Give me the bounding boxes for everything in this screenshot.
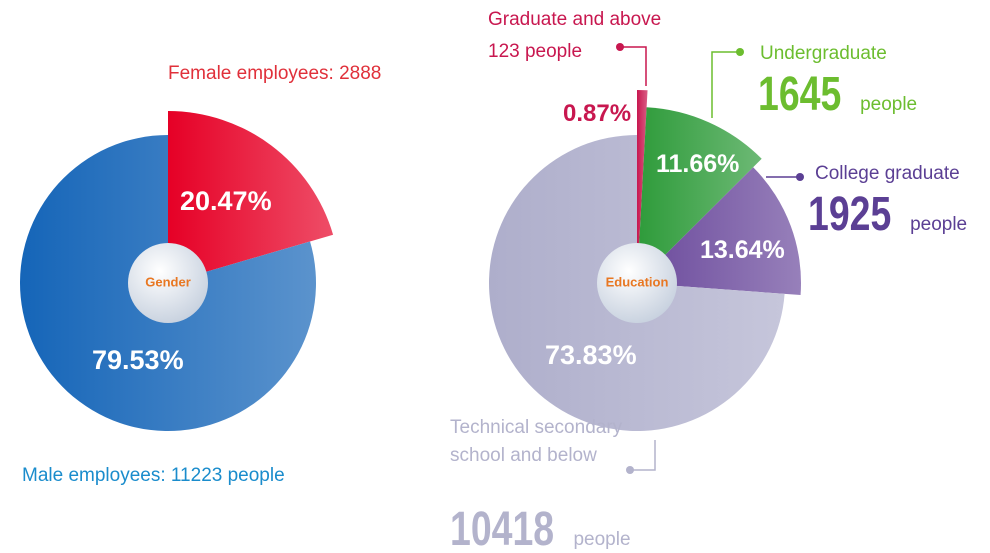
value-label: 79.53% bbox=[92, 345, 184, 375]
slice-label: Undergraduate bbox=[760, 43, 887, 64]
value-label: 20.47% bbox=[180, 186, 272, 216]
pie-slice bbox=[637, 167, 801, 296]
value-label: 0.87% bbox=[563, 100, 632, 127]
value-label: 13.64% bbox=[700, 236, 785, 264]
count-line: 1645 people bbox=[758, 70, 917, 130]
count: 10418 bbox=[450, 503, 555, 553]
leader-line bbox=[620, 46, 647, 86]
unit: people bbox=[573, 529, 631, 550]
pie-slice bbox=[168, 111, 334, 283]
count: 1925 bbox=[808, 188, 892, 241]
value-label: 11.66% bbox=[656, 150, 740, 178]
slice-label: Technical secondary school and below bbox=[450, 417, 623, 466]
pie-slice bbox=[637, 90, 648, 283]
count-line: 123 people bbox=[488, 38, 582, 66]
unit: people bbox=[524, 41, 583, 62]
leader-line bbox=[711, 51, 740, 118]
leader-dot bbox=[626, 466, 634, 474]
unit: people bbox=[910, 214, 968, 235]
slice-label: Female employees: 2888 bbox=[168, 63, 382, 84]
leader-dot bbox=[736, 48, 744, 56]
leaders bbox=[616, 43, 804, 474]
unit: people bbox=[860, 94, 918, 115]
slice-label: Graduate and above bbox=[488, 9, 662, 30]
center-label: Education bbox=[606, 274, 669, 289]
count: 1645 bbox=[758, 68, 842, 121]
leader-dot bbox=[796, 173, 804, 181]
center-disc bbox=[597, 243, 677, 323]
leader-dot bbox=[616, 43, 624, 51]
pie-slice bbox=[637, 107, 762, 284]
center-label: Gender bbox=[145, 274, 191, 289]
slice-label: Male employees: 11223 people bbox=[22, 465, 285, 486]
count-line: 1925 people bbox=[808, 190, 967, 250]
leader-line bbox=[630, 440, 656, 471]
value-label: 73.83% bbox=[545, 340, 637, 370]
count-line: 10418 people bbox=[450, 505, 631, 553]
center-disc bbox=[128, 243, 208, 323]
count: 123 bbox=[488, 41, 520, 62]
slice-label: College graduate bbox=[815, 163, 960, 184]
